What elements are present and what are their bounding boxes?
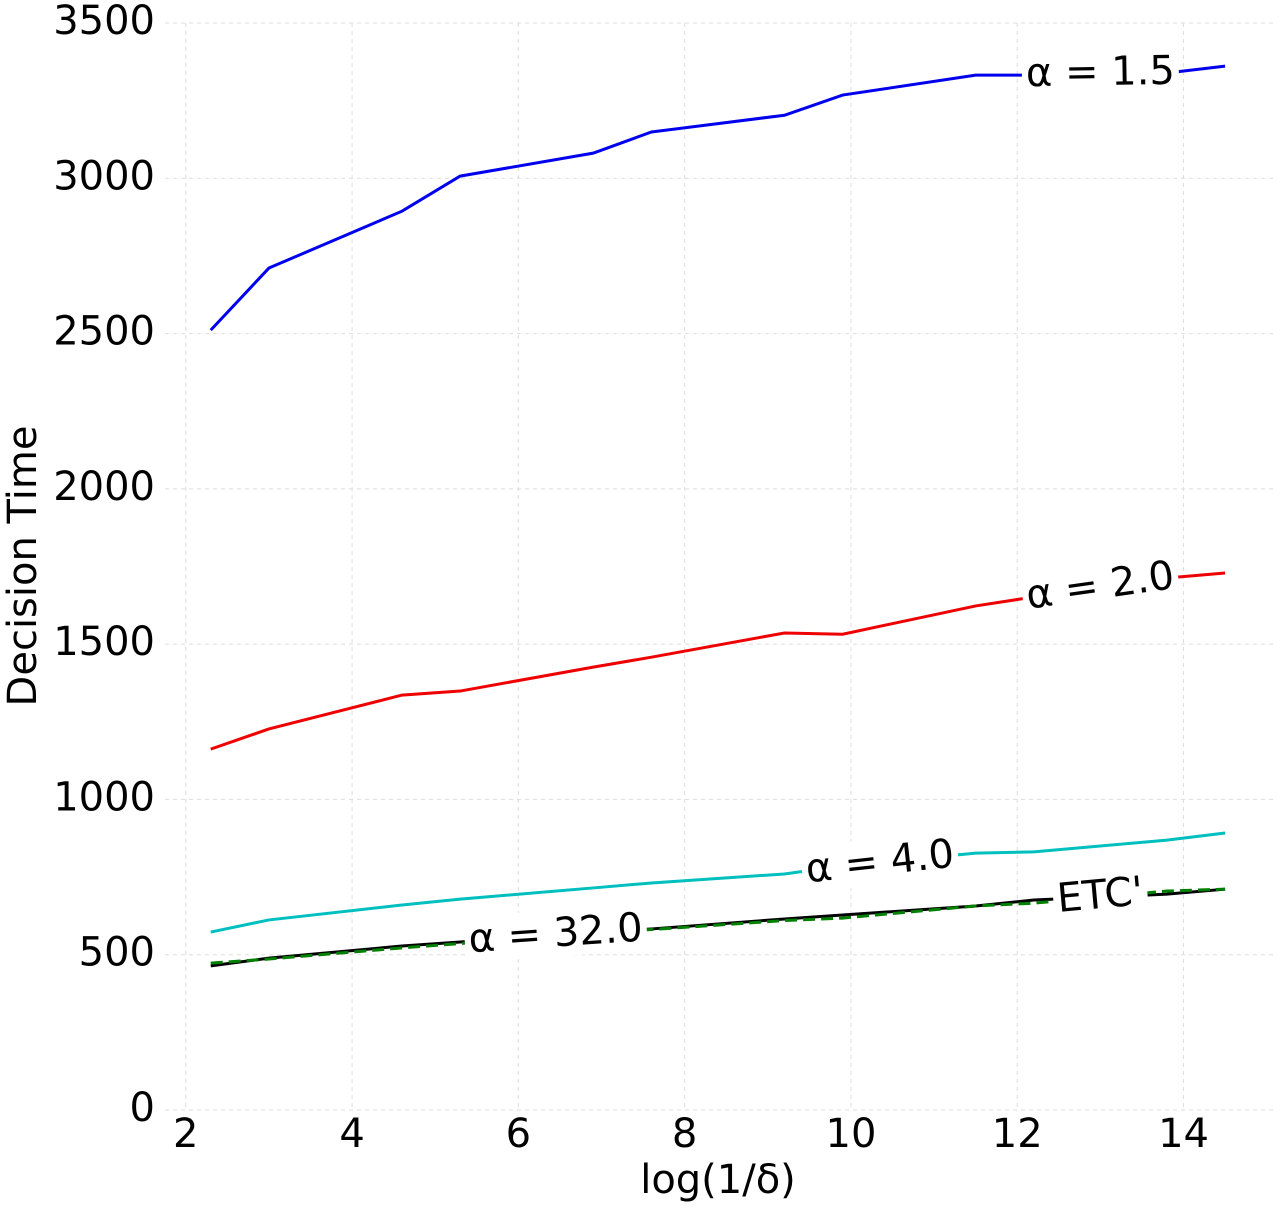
inline-label: α = 32.0	[463, 904, 649, 963]
y-tick-label: 2500	[53, 309, 155, 355]
y-tick-label: 1500	[53, 619, 155, 665]
y-tick-label: 3000	[53, 153, 155, 199]
inline-labels: α = 1.5 α = 2.0 α = 4.0 α = 32.0 ETC'	[463, 47, 1182, 963]
x-tick-label: 8	[672, 1111, 697, 1157]
series-label: α = 4.0	[803, 831, 956, 893]
series-line	[210, 831, 1226, 934]
x-tick-label: 12	[992, 1111, 1043, 1157]
label-bg	[463, 904, 649, 963]
inline-label: α = 4.0	[799, 830, 961, 893]
series-label: ETC'	[1055, 868, 1145, 922]
x-tick-label: 10	[826, 1111, 877, 1157]
x-tick-label: 2	[173, 1111, 198, 1157]
inline-label: α = 2.0	[1019, 551, 1182, 620]
label-bg	[1021, 47, 1180, 97]
y-tick-label: 500	[79, 930, 155, 976]
inline-label: α = 1.5	[1021, 47, 1180, 97]
x-tick-label: 6	[506, 1111, 531, 1157]
series-line	[209, 64, 1226, 332]
series	[210, 831, 1226, 934]
label-bg	[1019, 551, 1182, 620]
series-label: α = 2.0	[1023, 552, 1177, 619]
series-label: α = 32.0	[467, 905, 644, 963]
series	[209, 64, 1226, 332]
inline-label: ETC'	[1051, 867, 1150, 923]
label-bg	[799, 830, 961, 893]
y-tick-label: 3500	[53, 0, 155, 44]
y-tick-label: 0	[130, 1085, 155, 1131]
x-axis-label: log(1/δ)	[640, 1157, 796, 1203]
x-tick-label: 4	[339, 1111, 364, 1157]
y-tick-label: 1000	[53, 774, 155, 820]
y-tick-label: 2000	[53, 464, 155, 510]
y-axis-label: Decision Time	[0, 426, 46, 707]
label-bg	[1051, 867, 1150, 923]
x-tick-label: 14	[1158, 1111, 1209, 1157]
series-label: α = 1.5	[1026, 48, 1176, 96]
